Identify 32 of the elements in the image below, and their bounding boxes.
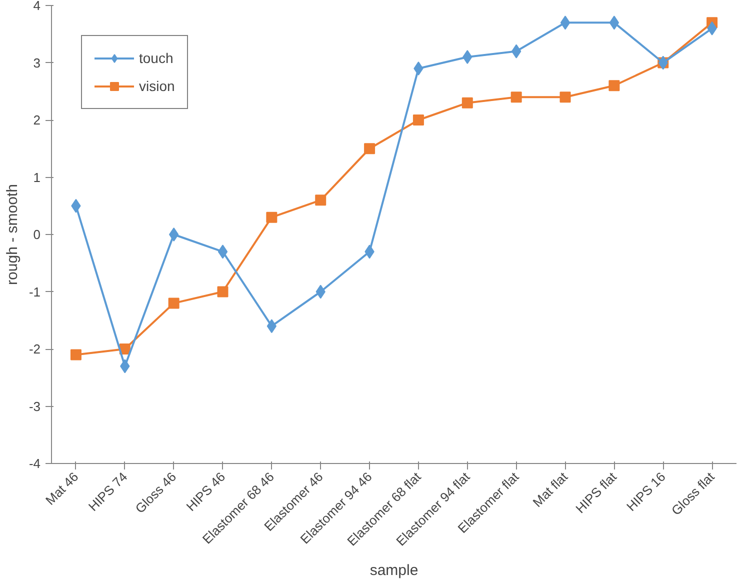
- point: [609, 16, 620, 30]
- point: [364, 143, 376, 154]
- point: [266, 212, 278, 223]
- y-tick-label: -1: [28, 284, 41, 300]
- point: [217, 286, 228, 298]
- y-tick-label: 3: [33, 55, 41, 70]
- x-axis-title: sample: [370, 562, 418, 580]
- y-tick-label: -3: [28, 398, 41, 414]
- point: [510, 92, 522, 103]
- point: [266, 319, 277, 334]
- point: [560, 92, 571, 103]
- point: [168, 298, 180, 309]
- point: [462, 97, 473, 108]
- point: [560, 16, 570, 30]
- point: [218, 244, 228, 259]
- y-axis-title: rough - smooth: [4, 184, 21, 285]
- legend-label: touch: [139, 50, 174, 66]
- y-tick-label: 1: [33, 170, 41, 185]
- point: [412, 114, 424, 126]
- y-tick-label: 0: [33, 227, 41, 242]
- x-tick-label: Mat 46: [42, 469, 82, 508]
- point: [511, 44, 522, 58]
- y-tick-label: 2: [33, 112, 41, 128]
- y-tick-label: -2: [28, 342, 41, 356]
- x-tick-label: Mat flat: [530, 468, 571, 510]
- y-tick-label: 4: [33, 0, 41, 13]
- point: [70, 349, 82, 360]
- y-tick-label: -4: [28, 456, 41, 471]
- point: [168, 228, 179, 242]
- legend-label: vision: [139, 78, 175, 94]
- point: [315, 194, 326, 206]
- point: [608, 80, 620, 92]
